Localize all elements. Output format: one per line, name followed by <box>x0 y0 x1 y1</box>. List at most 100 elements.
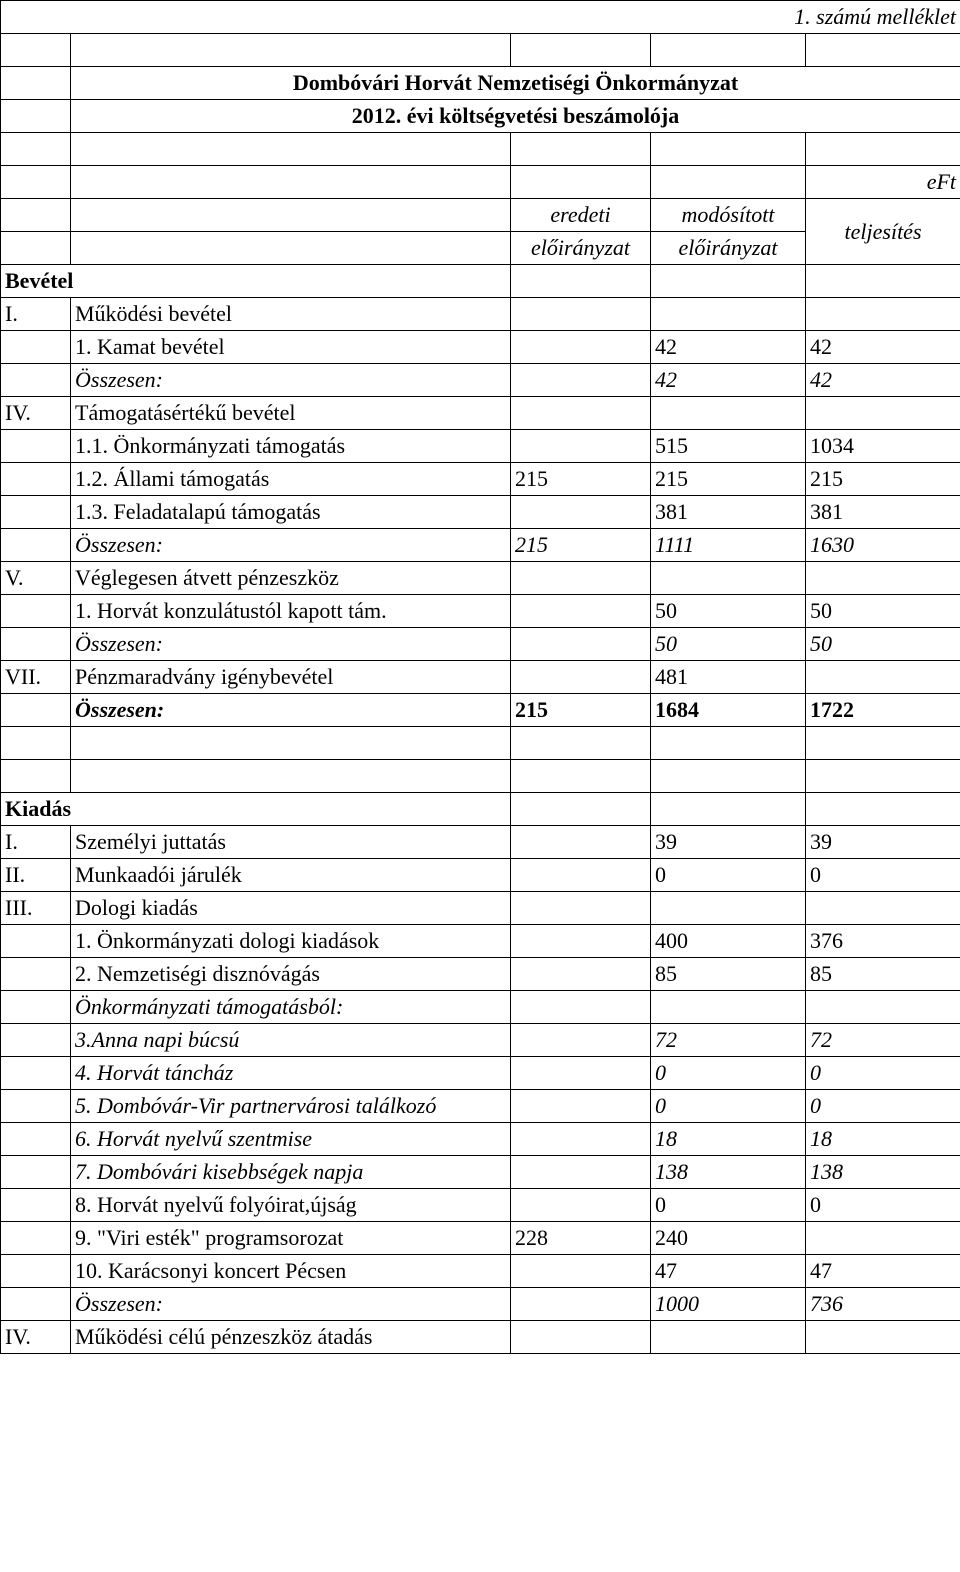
cell-value: 85 <box>806 958 960 991</box>
col-header-row-2: eredeti modósított teljesítés <box>1 199 960 232</box>
cell-value: 0 <box>806 859 960 892</box>
col-header-row-1: eFt <box>1 166 960 199</box>
table-row: 1. Kamat bevétel 42 42 <box>1 331 960 364</box>
cell-value: 0 <box>806 1057 960 1090</box>
cell-value: 72 <box>806 1024 960 1057</box>
table-row: IV. Támogatásértékű bevétel <box>1 397 960 430</box>
cell-value: 138 <box>651 1156 806 1189</box>
row-label: Véglegesen átvett pénzeszköz <box>71 562 511 595</box>
table-row: II. Munkaadói járulék 0 0 <box>1 859 960 892</box>
appendix-label: 1. számú melléklet <box>1 1 960 34</box>
col-modified: modósított <box>651 199 806 232</box>
budget-table: 1. számú melléklet Dombóvári Horvát Nemz… <box>0 0 960 1354</box>
blank-row <box>1 727 960 760</box>
cell-value: 215 <box>651 463 806 496</box>
title2: 2012. évi költségvetési beszámolója <box>71 100 960 133</box>
cell-value: 39 <box>651 826 806 859</box>
cell-value: 215 <box>511 529 651 562</box>
cell-value: 42 <box>806 331 960 364</box>
row-num: IV. <box>1 397 71 430</box>
cell-value: 18 <box>651 1123 806 1156</box>
row-label: 1. Horvát konzulátustól kapott tám. <box>71 595 511 628</box>
cell-value: 47 <box>651 1255 806 1288</box>
eft-label: eFt <box>806 166 960 199</box>
row-label: Működési bevétel <box>71 298 511 331</box>
row-label: Pénzmaradvány igénybevétel <box>71 661 511 694</box>
col-fulfilment: teljesítés <box>806 199 960 265</box>
table-row: 6. Horvát nyelvű szentmise 18 18 <box>1 1123 960 1156</box>
row-label: Önkormányzati támogatásból: <box>71 991 511 1024</box>
row-num: I. <box>1 826 71 859</box>
table-row: 1. Önkormányzati dologi kiadások 400 376 <box>1 925 960 958</box>
cell-value: 215 <box>511 463 651 496</box>
cell-value: 18 <box>806 1123 960 1156</box>
row-label: 9. "Viri esték" programsorozat <box>71 1222 511 1255</box>
cell-value: 1722 <box>806 694 960 727</box>
table-row: IV. Működési célú pénzeszköz átadás <box>1 1321 960 1354</box>
cell-value: 515 <box>651 430 806 463</box>
table-row: 1. Horvát konzulátustól kapott tám. 50 5… <box>1 595 960 628</box>
row-label: 2. Nemzetiségi disznóvágás <box>71 958 511 991</box>
row-label: Összesen: <box>71 694 511 727</box>
row-num: V. <box>1 562 71 595</box>
cell-value: 47 <box>806 1255 960 1288</box>
cell-value: 50 <box>806 628 960 661</box>
col-original: eredeti <box>511 199 651 232</box>
table-row: 1.1. Önkormányzati támogatás 515 1034 <box>1 430 960 463</box>
cell-value: 215 <box>806 463 960 496</box>
row-label: 8. Horvát nyelvű folyóirat,újság <box>71 1189 511 1222</box>
row-label: 1. Kamat bevétel <box>71 331 511 364</box>
row-label: 1.1. Önkormányzati támogatás <box>71 430 511 463</box>
row-label: 6. Horvát nyelvű szentmise <box>71 1123 511 1156</box>
row-label: Támogatásértékű bevétel <box>71 397 511 430</box>
cell-value: 1111 <box>651 529 806 562</box>
row-num: VII. <box>1 661 71 694</box>
cell-value: 0 <box>806 1189 960 1222</box>
row-label: Működési célú pénzeszköz átadás <box>71 1321 511 1354</box>
cell-value: 50 <box>806 595 960 628</box>
row-label: 7. Dombóvári kisebbségek napja <box>71 1156 511 1189</box>
table-row: 4. Horvát táncház 0 0 <box>1 1057 960 1090</box>
cell-value: 0 <box>806 1090 960 1123</box>
cell-value: 240 <box>651 1222 806 1255</box>
table-row: Önkormányzati támogatásból: <box>1 991 960 1024</box>
table-row: 9. "Viri esték" programsorozat 228 240 <box>1 1222 960 1255</box>
row-label: Összesen: <box>71 628 511 661</box>
table-row: Összesen: 215 1111 1630 <box>1 529 960 562</box>
table-row: 7. Dombóvári kisebbségek napja 138 138 <box>1 1156 960 1189</box>
row-label: 4. Horvát táncház <box>71 1057 511 1090</box>
col-approp1: előirányzat <box>511 232 651 265</box>
row-label: 1.3. Feladatalapú támogatás <box>71 496 511 529</box>
row-label: Személyi juttatás <box>71 826 511 859</box>
cell-value: 138 <box>806 1156 960 1189</box>
table-row: Összesen: 50 50 <box>1 628 960 661</box>
table-row: 10. Karácsonyi koncert Pécsen 47 47 <box>1 1255 960 1288</box>
table-row: 8. Horvát nyelvű folyóirat,újság 0 0 <box>1 1189 960 1222</box>
cell-value: 228 <box>511 1222 651 1255</box>
cell-value: 481 <box>651 661 806 694</box>
table-row: 1.2. Állami támogatás 215 215 215 <box>1 463 960 496</box>
cell-value: 0 <box>651 1090 806 1123</box>
table-row: Összesen: 215 1684 1722 <box>1 694 960 727</box>
table-row: I. Személyi juttatás 39 39 <box>1 826 960 859</box>
row-label: 5. Dombóvár-Vir partnervárosi találkozó <box>71 1090 511 1123</box>
table-row: Összesen: 42 42 <box>1 364 960 397</box>
cell-value: 381 <box>806 496 960 529</box>
cell-value: 1684 <box>651 694 806 727</box>
table-row: III. Dologi kiadás <box>1 892 960 925</box>
cell-value: 50 <box>651 628 806 661</box>
row-label: Összesen: <box>71 1288 511 1321</box>
row-num: III. <box>1 892 71 925</box>
row-label: 1.2. Állami támogatás <box>71 463 511 496</box>
cell-value: 215 <box>511 694 651 727</box>
kiadas-header: Kiadás <box>1 793 960 826</box>
cell-value: 0 <box>651 1189 806 1222</box>
row-label: Munkaadói járulék <box>71 859 511 892</box>
cell-value: 39 <box>806 826 960 859</box>
table-row: 2. Nemzetiségi disznóvágás 85 85 <box>1 958 960 991</box>
table-row: V. Véglegesen átvett pénzeszköz <box>1 562 960 595</box>
blank-row <box>1 760 960 793</box>
cell-value: 0 <box>651 859 806 892</box>
cell-value: 42 <box>651 331 806 364</box>
row-label: Összesen: <box>71 364 511 397</box>
